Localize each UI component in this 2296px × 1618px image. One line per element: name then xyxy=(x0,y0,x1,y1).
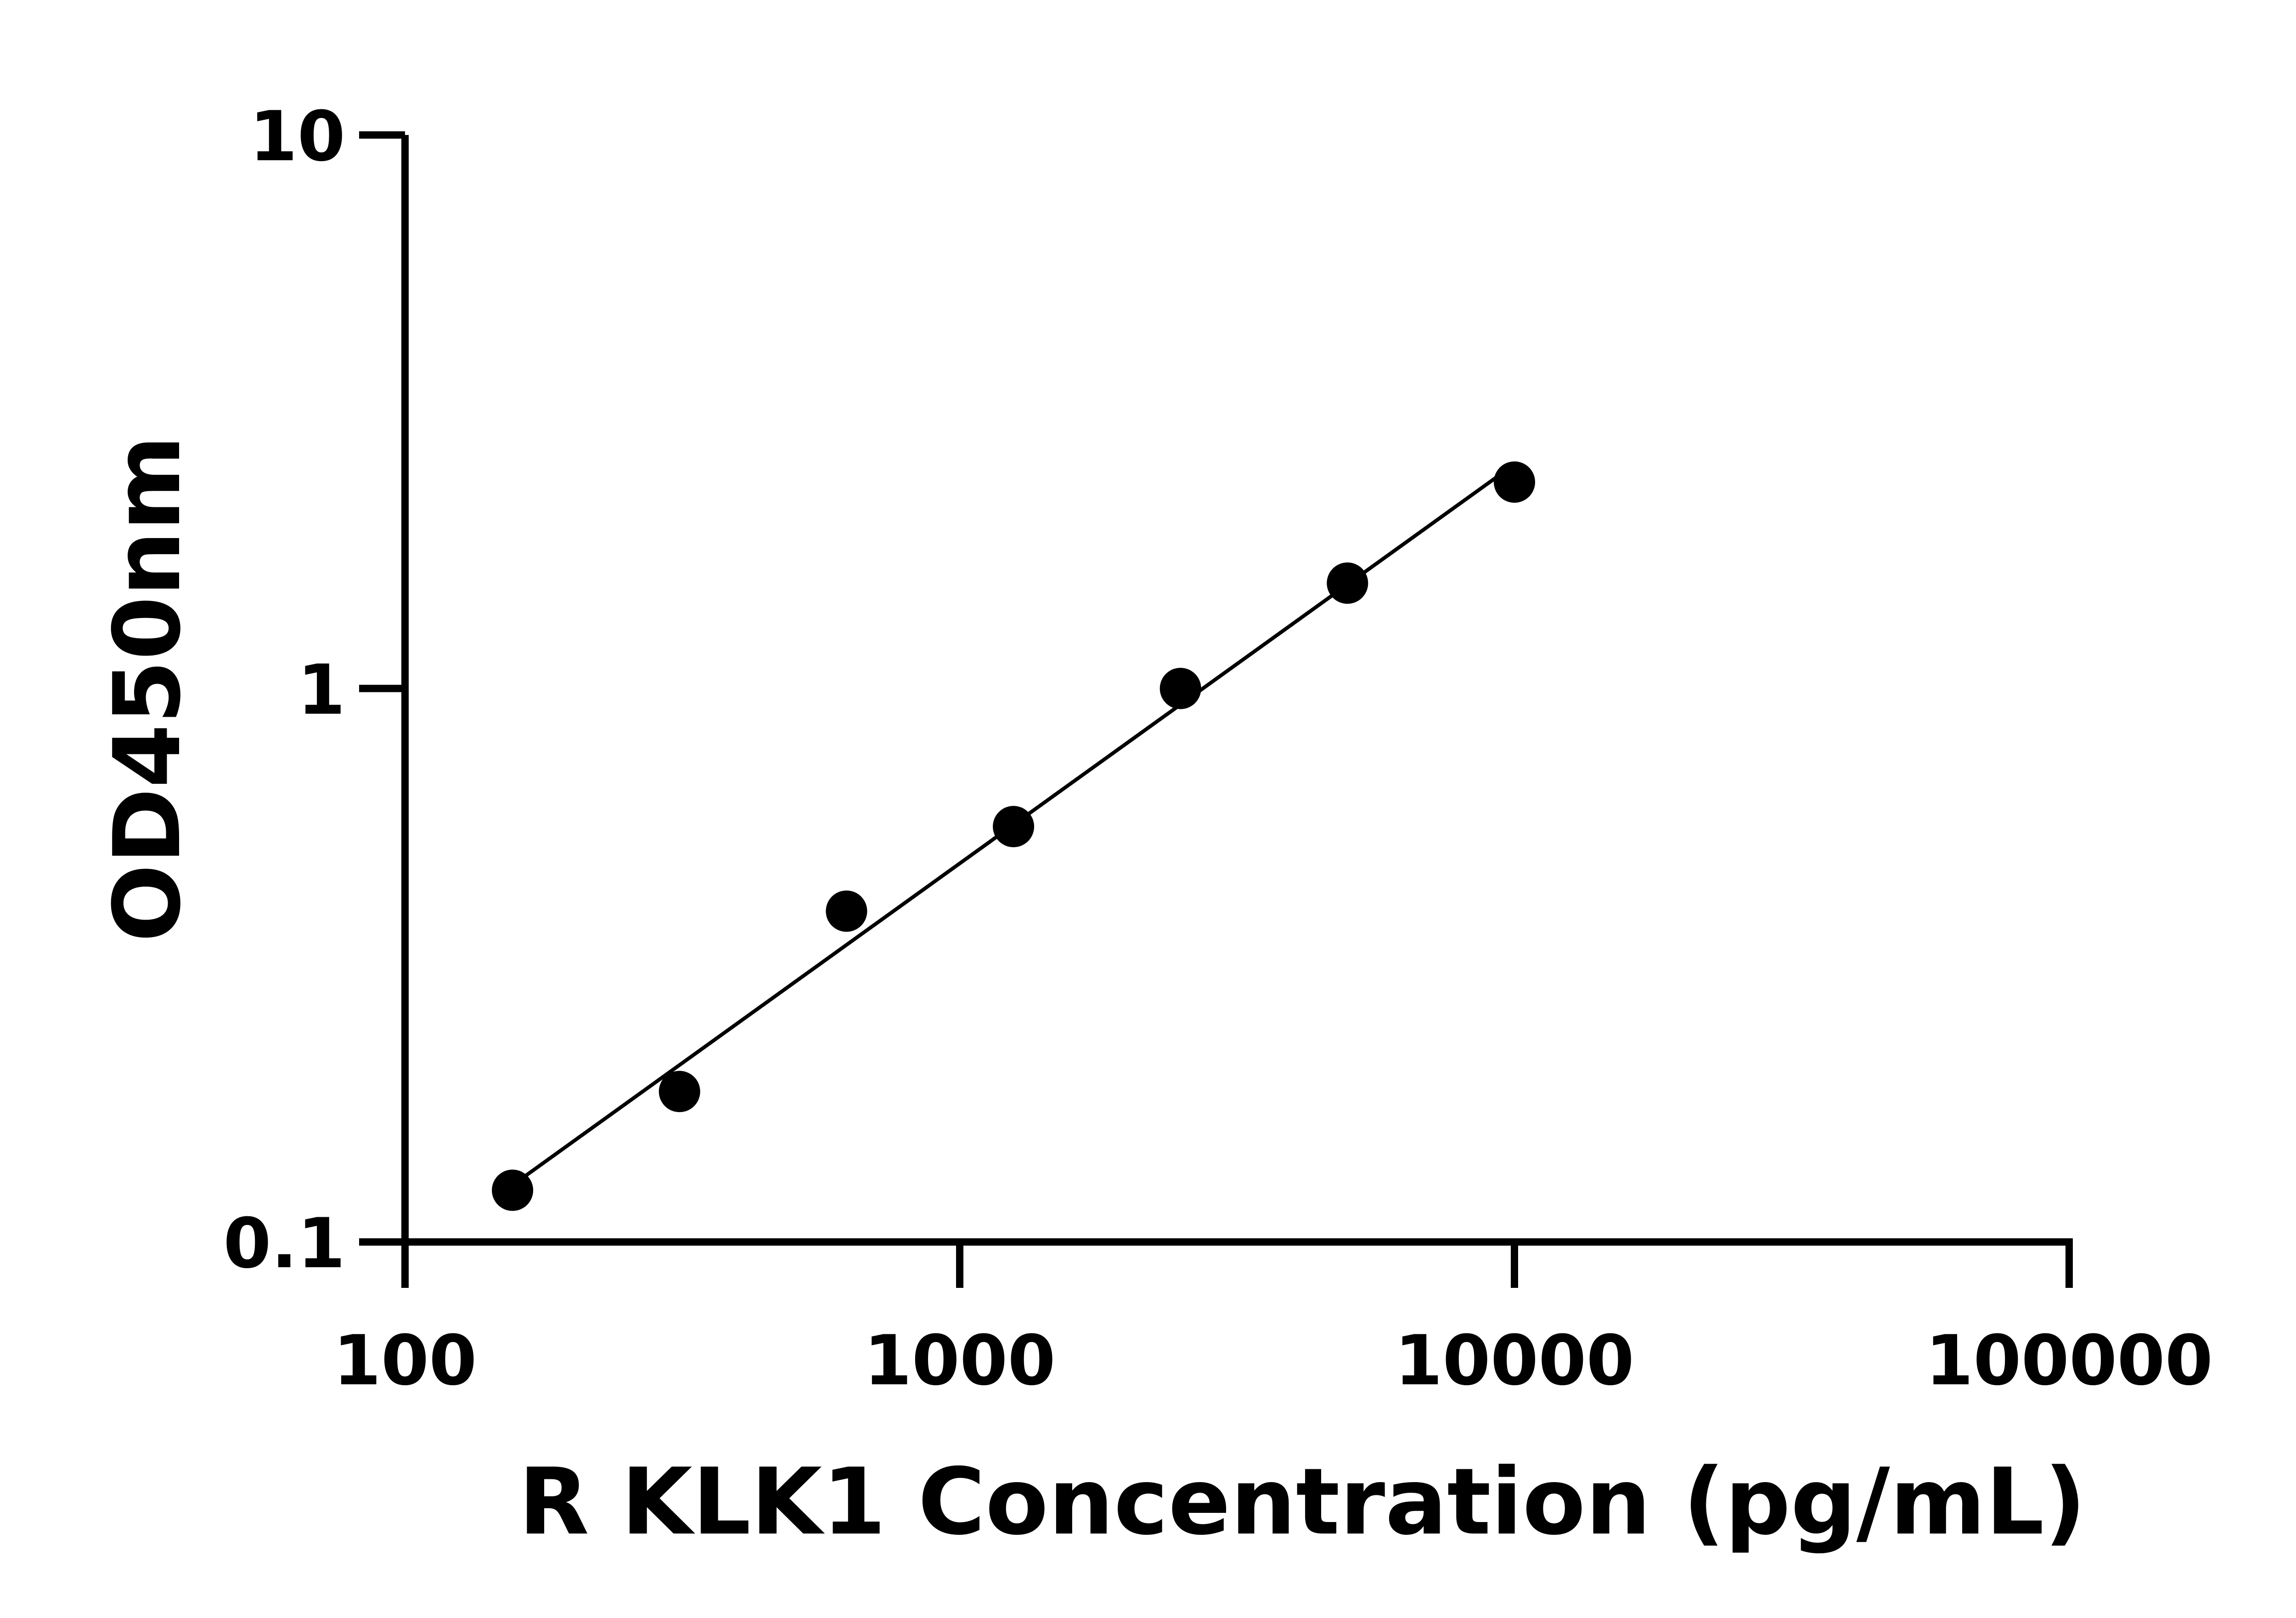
y-tick-label: 0.1 xyxy=(223,1204,345,1284)
data-point xyxy=(826,890,867,932)
data-point xyxy=(1159,668,1201,709)
data-point xyxy=(993,806,1035,848)
x-axis-title: R KLK1 Concentration (pg/mL) xyxy=(518,1449,2086,1556)
axes xyxy=(359,131,2073,1288)
x-tick-label: 10000 xyxy=(1395,1321,1634,1401)
y-tick-label: 10 xyxy=(249,97,345,177)
data-point xyxy=(658,1071,700,1112)
y-axis-title: OD450nm xyxy=(94,435,201,942)
x-tick-label: 100000 xyxy=(1925,1321,2213,1401)
data-point xyxy=(492,1169,534,1211)
data-point xyxy=(1494,461,1535,503)
x-tick-label: 1000 xyxy=(864,1321,1055,1401)
data-points xyxy=(492,461,1535,1211)
y-tick-label: 1 xyxy=(298,651,345,730)
tick-labels: 100 1000 10000 100000 0.1 1 10 xyxy=(223,97,2213,1401)
data-point xyxy=(1327,562,1368,604)
x-tick-label: 100 xyxy=(333,1321,477,1401)
